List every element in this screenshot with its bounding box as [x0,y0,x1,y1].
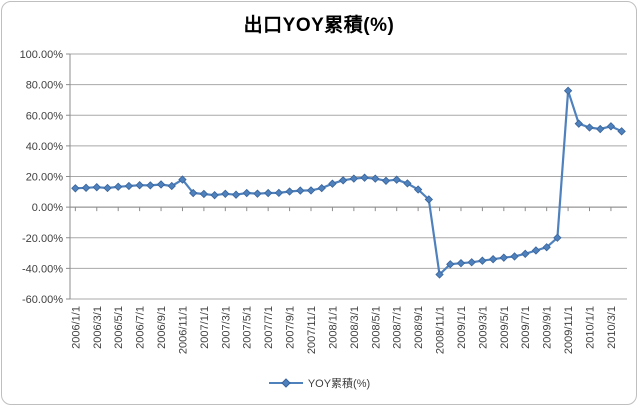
x-axis-tick-label: 2009/9/1 [542,306,554,349]
data-point-marker [392,175,401,184]
x-axis-tick-label: 2008/7/1 [392,306,404,349]
data-point-marker [435,270,444,279]
y-axis-tick-label: -20.00% [22,233,63,245]
data-point-marker [274,188,284,198]
data-point-marker [285,187,294,196]
data-point-marker [253,189,262,198]
x-axis-tick-label: 2010/1/1 [585,306,597,349]
x-axis-tick-label: 2009/3/1 [477,306,489,349]
x-axis-tick-label: 2006/9/1 [156,306,168,349]
x-axis-tick-label: 2007/7/1 [263,306,275,349]
data-point-marker [306,186,316,195]
data-point-marker [542,243,551,252]
data-point-marker [456,259,466,268]
data-point-marker [231,190,241,199]
x-axis-tick-label: 2008/3/1 [349,306,361,349]
data-point-marker [563,86,573,95]
x-axis-tick-label: 2009/7/1 [520,306,532,349]
data-point-marker [606,122,616,131]
data-point-marker [189,188,198,198]
data-point-marker [403,179,412,188]
x-axis-tick-label: 2009/11/1 [563,306,575,354]
x-axis-tick-label: 2006/11/1 [177,306,189,354]
x-axis-tick-label: 2008/5/1 [370,306,382,349]
x-axis-tick-label: 2008/11/1 [435,306,447,354]
y-axis-tick-label: 80.00% [26,80,64,92]
data-point-marker [585,123,594,132]
data-point-marker [296,186,305,195]
data-point-marker [114,182,123,191]
x-axis-tick-label: 2007/9/1 [285,306,297,349]
data-point-marker [103,183,112,193]
y-axis-tick-label: -40.00% [22,263,63,275]
data-point-marker [199,189,209,199]
chart-title: 出口YOY累積(%) [243,15,395,36]
y-axis-tick-label: 20.00% [26,172,64,184]
data-point-marker [156,180,166,189]
x-axis-tick-label: 2006/7/1 [135,306,147,349]
x-axis-tick-label: 2009/5/1 [499,306,511,349]
legend-series-label: YOY累積(%) [307,378,371,390]
x-axis-tick-label: 2008/1/1 [327,306,339,349]
data-point-marker [92,183,101,192]
data-point-marker [531,246,541,255]
data-point-marker [360,173,369,182]
x-axis-tick-label: 2007/1/1 [199,306,211,349]
data-point-marker [349,174,359,183]
data-point-marker [242,188,251,198]
y-axis-tick-label: 60.00% [26,110,64,122]
data-point-marker [617,127,626,136]
data-point-marker [521,249,530,258]
x-axis-tick-label: 2010/3/1 [606,306,618,349]
x-axis-tick-label: 2006/1/1 [70,306,82,349]
data-point-marker [553,233,562,242]
x-axis-tick-label: 2006/5/1 [113,306,125,349]
data-point-marker [338,176,348,185]
y-axis-tick-label: -60.00% [22,294,63,306]
y-axis-tick-label: 40.00% [26,141,64,153]
y-axis-tick-label: 100.00% [20,49,64,61]
x-axis-tick-label: 2006/3/1 [92,306,104,349]
data-point-marker [413,185,423,194]
data-point-marker [135,181,144,190]
data-point-marker [146,181,155,190]
legend: YOY累積(%) [2,375,636,391]
data-point-marker [167,181,176,191]
data-point-marker [478,256,487,265]
data-point-marker [317,183,326,193]
data-point-marker [596,124,605,134]
data-point-marker [371,174,380,183]
data-point-marker [178,175,187,184]
series-line [74,89,623,276]
data-point-marker [81,183,91,192]
x-axis-tick-label: 2007/11/1 [306,306,318,354]
data-point-marker [210,191,219,200]
data-point-marker [574,119,583,128]
data-point-marker [71,184,80,193]
data-point-marker [328,179,337,188]
legend-line-marker-icon [268,378,303,388]
data-point-marker [499,253,508,262]
data-point-marker [124,181,134,191]
data-point-marker [467,258,476,267]
data-point-marker [263,188,273,198]
data-point-marker [510,252,519,261]
x-axis-tick-label: 2008/9/1 [413,306,425,349]
x-axis-tick-label: 2007/5/1 [242,306,254,349]
data-point-marker [446,260,455,269]
data-point-marker [221,189,230,198]
data-point-marker [424,195,434,204]
x-axis-tick-label: 2007/3/1 [220,306,232,349]
data-point-marker [381,176,391,185]
y-axis-tick-label: 0.00% [32,202,63,214]
data-point-marker [488,255,498,264]
x-axis-tick-label: 2009/1/1 [456,306,468,349]
